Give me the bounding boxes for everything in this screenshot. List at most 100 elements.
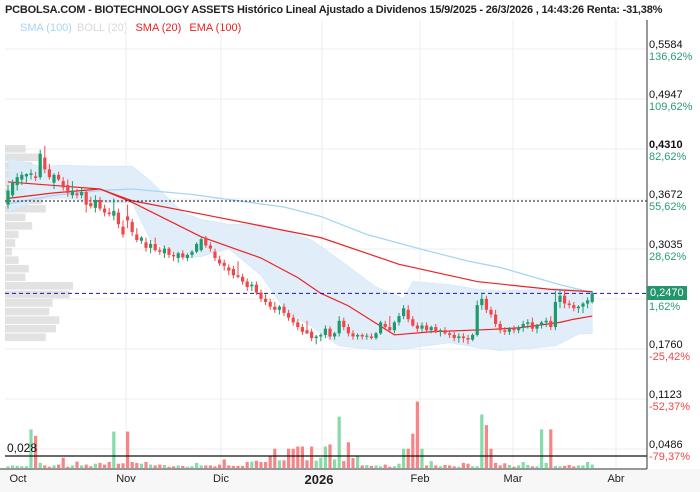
candle-body bbox=[503, 330, 507, 332]
volume-profile-bar bbox=[5, 230, 19, 239]
volume-profile-bar bbox=[5, 213, 26, 222]
candle-body bbox=[199, 239, 203, 251]
percent-value: 109,62% bbox=[649, 100, 693, 113]
candle-body bbox=[305, 330, 309, 334]
candle-body bbox=[121, 226, 125, 235]
legend-sma100[interactable]: SMA (100) bbox=[20, 22, 72, 34]
volume-bar bbox=[429, 461, 433, 468]
volume-bar bbox=[452, 466, 456, 468]
candle-body bbox=[411, 319, 415, 326]
candle-body bbox=[452, 334, 456, 339]
candle-body bbox=[268, 301, 272, 307]
indicator-legend: SMA (100) BOLL (20) SMA (20) EMA (100) bbox=[20, 22, 246, 34]
volume-bar bbox=[176, 465, 180, 468]
candle-body bbox=[213, 251, 217, 259]
volume-bar bbox=[471, 466, 475, 468]
legend-ema100[interactable]: EMA (100) bbox=[189, 22, 242, 34]
candle-body bbox=[52, 174, 56, 183]
candle-body bbox=[29, 173, 33, 175]
volume-bar bbox=[254, 460, 258, 468]
volume-bar bbox=[241, 465, 245, 468]
volume-bar bbox=[323, 446, 327, 468]
candle-body bbox=[24, 174, 28, 177]
candle-body bbox=[93, 199, 97, 208]
x-label-2026: 2026 bbox=[304, 472, 334, 487]
candle-body bbox=[130, 221, 134, 233]
candle-body bbox=[397, 316, 401, 323]
candle-body bbox=[434, 327, 438, 332]
candle-body bbox=[494, 314, 498, 324]
volume-bar bbox=[590, 464, 594, 468]
candle-body bbox=[89, 203, 93, 207]
candle-body bbox=[563, 295, 567, 304]
volume-bar bbox=[356, 456, 360, 468]
candle-body bbox=[369, 336, 373, 339]
volume-profile-bar bbox=[5, 290, 70, 299]
volume-bar bbox=[273, 448, 277, 468]
price-value: 0,4947 bbox=[649, 88, 683, 101]
volume-bar bbox=[342, 461, 346, 468]
candle-body bbox=[98, 199, 102, 209]
volume-profile-bar bbox=[5, 324, 56, 333]
volume-bar bbox=[231, 465, 235, 468]
candle-body bbox=[20, 174, 24, 180]
volume-bar bbox=[227, 465, 231, 468]
candle-body bbox=[402, 308, 406, 317]
candle-body bbox=[241, 276, 245, 282]
candle-body bbox=[314, 336, 318, 339]
candle-body bbox=[337, 320, 341, 334]
volume-profile-bar bbox=[5, 299, 53, 307]
legend-boll20[interactable]: BOLL (20) bbox=[77, 22, 128, 34]
price-value: 0,5584 bbox=[649, 39, 683, 51]
candle-body bbox=[254, 284, 258, 293]
volume-bar bbox=[181, 465, 185, 468]
legend-sma20[interactable]: SMA (20) bbox=[135, 22, 182, 34]
candle-body bbox=[475, 305, 479, 335]
volume-bar bbox=[15, 465, 19, 468]
candle-body bbox=[185, 254, 189, 259]
candle-body bbox=[282, 306, 286, 313]
volume-bar bbox=[93, 463, 97, 468]
volume-bar bbox=[98, 462, 102, 468]
volume-bar bbox=[517, 465, 521, 468]
volume-profile-bar bbox=[5, 333, 46, 341]
volume-bar bbox=[24, 466, 28, 468]
volume-bar bbox=[563, 465, 567, 468]
candle-body bbox=[415, 325, 419, 329]
percent-value: 136,62% bbox=[649, 51, 693, 63]
volume-bar bbox=[337, 416, 341, 468]
candle-body bbox=[553, 301, 557, 328]
volume-bar bbox=[236, 465, 240, 468]
volume-bar bbox=[47, 466, 51, 468]
volume-bar bbox=[259, 462, 263, 468]
bollinger-band bbox=[7, 157, 593, 352]
candle-body bbox=[245, 281, 249, 288]
volume-bar bbox=[498, 465, 502, 468]
volume-bar bbox=[277, 460, 281, 468]
volume-bar bbox=[204, 465, 208, 468]
x-label-oct: Oct bbox=[9, 473, 27, 485]
date-axis bbox=[0, 469, 700, 492]
volume-bar bbox=[185, 466, 189, 468]
volume-bar bbox=[43, 465, 47, 468]
volume-bar bbox=[535, 466, 539, 468]
volume-bar bbox=[80, 465, 84, 468]
candle-body bbox=[6, 190, 10, 205]
volume-bar bbox=[20, 466, 24, 468]
volume-bar bbox=[153, 465, 157, 468]
volume-bar bbox=[268, 456, 272, 468]
candle-body bbox=[379, 322, 383, 334]
candle-body bbox=[323, 328, 327, 335]
candle-body bbox=[176, 253, 180, 259]
candle-body bbox=[172, 254, 176, 257]
volume-bar bbox=[549, 429, 553, 468]
volume-bar bbox=[158, 464, 162, 468]
volume-bar bbox=[162, 465, 166, 468]
percent-value: 28,62% bbox=[649, 251, 687, 263]
candle-body bbox=[158, 250, 162, 252]
volume-bar bbox=[365, 465, 369, 468]
x-label-nov: Nov bbox=[116, 473, 136, 485]
candle-body bbox=[38, 153, 42, 178]
volume-bar bbox=[567, 465, 571, 468]
